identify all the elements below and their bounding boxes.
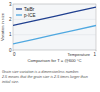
chart: 012301TemperatureVariation in sizeTaiBrp… <box>0 0 100 92</box>
grid-line <box>13 4 96 5</box>
caption-line: 2.5 means that the grain size is 2.5 tim… <box>1 75 88 79</box>
legend-swatch <box>16 8 22 9</box>
x-tick-label: 0 <box>13 52 16 57</box>
x-axis-label: Temperature <box>68 52 91 57</box>
series-group <box>13 7 96 44</box>
axis-note: Comparison for T = @600 °C <box>27 58 81 63</box>
legend-label: TaiBr <box>24 7 35 12</box>
y-tick-label: 2 <box>9 17 12 22</box>
x-tick-label: 1 <box>93 52 96 57</box>
series-line <box>13 25 96 43</box>
legend-label: p-ICE <box>24 13 36 18</box>
series-line <box>13 7 96 25</box>
y-axis-label: Variation in size <box>0 12 5 41</box>
caption-line: Grain size variation is a dimensionless … <box>2 70 79 74</box>
y-tick-label: 0 <box>9 48 12 53</box>
caption-line: initial size. <box>2 80 19 84</box>
y-tick-label: 3 <box>9 2 12 7</box>
legend-swatch <box>16 14 22 15</box>
plot-area <box>13 4 96 50</box>
y-tick-label: 1 <box>9 32 12 37</box>
grid-line <box>13 50 96 51</box>
grid-line <box>13 19 96 20</box>
